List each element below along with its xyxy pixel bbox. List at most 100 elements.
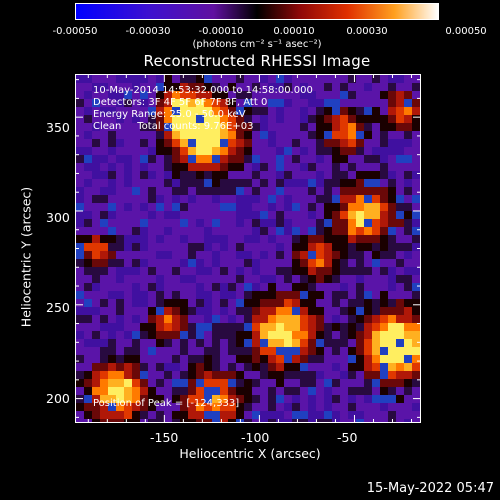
image-pixel (380, 419, 388, 422)
image-pixel (276, 299, 284, 307)
image-pixel (220, 339, 228, 347)
image-pixel (148, 291, 156, 299)
image-pixel (204, 363, 212, 371)
image-pixel (228, 171, 236, 179)
image-pixel (380, 315, 388, 323)
image-pixel (164, 403, 172, 411)
image-pixel (116, 139, 124, 147)
image-pixel (412, 235, 420, 243)
image-pixel (212, 115, 220, 123)
image-pixel (372, 379, 380, 387)
image-pixel (284, 299, 292, 307)
image-pixel (164, 259, 172, 267)
image-pixel (388, 163, 396, 171)
image-pixel (172, 403, 180, 411)
image-pixel (316, 227, 324, 235)
image-pixel (308, 227, 316, 235)
image-pixel (100, 235, 108, 243)
image-pixel (356, 355, 364, 363)
image-pixel (324, 99, 332, 107)
image-pixel (220, 195, 228, 203)
image-pixel (340, 379, 348, 387)
image-pixel (388, 339, 396, 347)
image-pixel (284, 147, 292, 155)
image-pixel (380, 83, 388, 91)
image-pixel (412, 347, 420, 355)
image-pixel (212, 331, 220, 339)
image-pixel (300, 211, 308, 219)
image-pixel (380, 171, 388, 179)
image-pixel (324, 171, 332, 179)
image-pixel (388, 347, 396, 355)
image-pixel (372, 347, 380, 355)
image-pixel (316, 147, 324, 155)
image-pixel (84, 315, 92, 323)
image-pixel (204, 219, 212, 227)
image-pixel (92, 91, 100, 99)
image-pixel (332, 403, 340, 411)
image-pixel (140, 163, 148, 171)
image-pixel (372, 83, 380, 91)
image-pixel (108, 259, 116, 267)
image-pixel (340, 155, 348, 163)
image-pixel (388, 147, 396, 155)
image-pixel (348, 411, 356, 419)
image-pixel (412, 323, 420, 331)
image-pixel (180, 363, 188, 371)
image-pixel (116, 419, 124, 422)
image-pixel (348, 363, 356, 371)
image-pixel (348, 299, 356, 307)
image-pixel (236, 243, 244, 251)
image-pixel (396, 323, 404, 331)
image-pixel (356, 251, 364, 259)
image-pixel (164, 339, 172, 347)
image-pixel (164, 203, 172, 211)
image-pixel (404, 355, 412, 363)
image-pixel (268, 371, 276, 379)
image-pixel (308, 347, 316, 355)
image-pixel (388, 267, 396, 275)
image-pixel (76, 259, 84, 267)
image-pixel (380, 403, 388, 411)
image-pixel (196, 195, 204, 203)
image-pixel (236, 371, 244, 379)
image-pixel (412, 155, 420, 163)
image-pixel (252, 123, 260, 131)
image-pixel (92, 275, 100, 283)
image-pixel (164, 243, 172, 251)
image-pixel (100, 307, 108, 315)
image-pixel (132, 179, 140, 187)
image-pixel (180, 147, 188, 155)
image-pixel (292, 115, 300, 123)
image-pixel (100, 403, 108, 411)
image-pixel (292, 331, 300, 339)
image-pixel (116, 387, 124, 395)
image-pixel (148, 187, 156, 195)
image-pixel (76, 155, 84, 163)
image-pixel (276, 99, 284, 107)
image-pixel (388, 275, 396, 283)
image-pixel (308, 235, 316, 243)
image-pixel (188, 115, 196, 123)
image-pixel (260, 403, 268, 411)
image-pixel (260, 339, 268, 347)
image-pixel (220, 419, 228, 422)
image-pixel (172, 83, 180, 91)
image-pixel (212, 179, 220, 187)
image-pixel (124, 83, 132, 91)
image-pixel (164, 347, 172, 355)
image-pixel (76, 131, 84, 139)
image-pixel (124, 411, 132, 419)
image-pixel (108, 275, 116, 283)
image-pixel (188, 147, 196, 155)
image-pixel (148, 139, 156, 147)
image-pixel (356, 115, 364, 123)
image-pixel (372, 75, 380, 83)
image-pixel (172, 283, 180, 291)
image-pixel (180, 323, 188, 331)
image-pixel (348, 235, 356, 243)
image-pixel (268, 411, 276, 419)
image-pixel (212, 91, 220, 99)
image-pixel (100, 131, 108, 139)
image-pixel (252, 275, 260, 283)
